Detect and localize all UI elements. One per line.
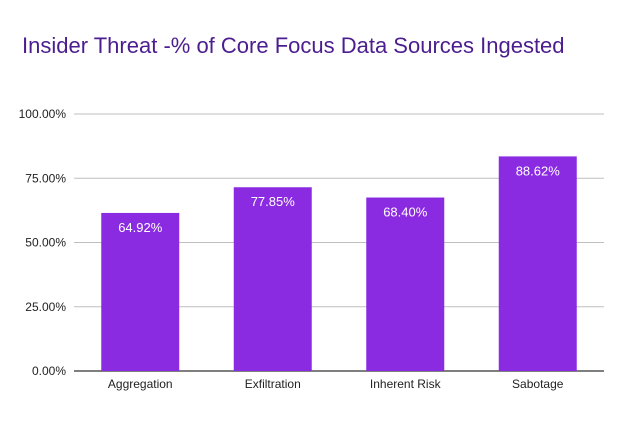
y-tick-label: 50.00%	[25, 236, 66, 250]
y-axis-ticks: 0.00% 25.00% 50.00% 75.00% 100.00%	[19, 107, 67, 378]
bar	[498, 156, 577, 371]
y-tick-label: 75.00%	[25, 171, 66, 185]
x-category-label: Sabotage	[512, 377, 564, 391]
data-label: 68.40%	[383, 205, 428, 220]
x-category-label: Exfiltration	[245, 377, 301, 391]
bar	[233, 187, 312, 371]
data-labels: 64.92% 77.85% 68.40% 88.62%	[118, 163, 560, 235]
bars	[101, 156, 577, 371]
data-label: 77.85%	[251, 194, 296, 209]
x-axis-categories: Aggregation Exfiltration Inherent Risk Sabo…	[108, 377, 564, 391]
y-tick-label: 100.00%	[19, 107, 67, 121]
chart-title: Insider Threat -% of Core Focus Data Sou…	[22, 33, 565, 58]
data-label: 64.92%	[118, 220, 163, 235]
x-category-label: Inherent Risk	[370, 377, 442, 391]
bar	[101, 212, 180, 371]
data-label: 88.62%	[516, 163, 561, 178]
y-tick-label: 25.00%	[25, 300, 66, 314]
x-category-label: Aggregation	[108, 377, 173, 391]
y-tick-label: 0.00%	[32, 364, 66, 378]
bar	[366, 197, 445, 371]
